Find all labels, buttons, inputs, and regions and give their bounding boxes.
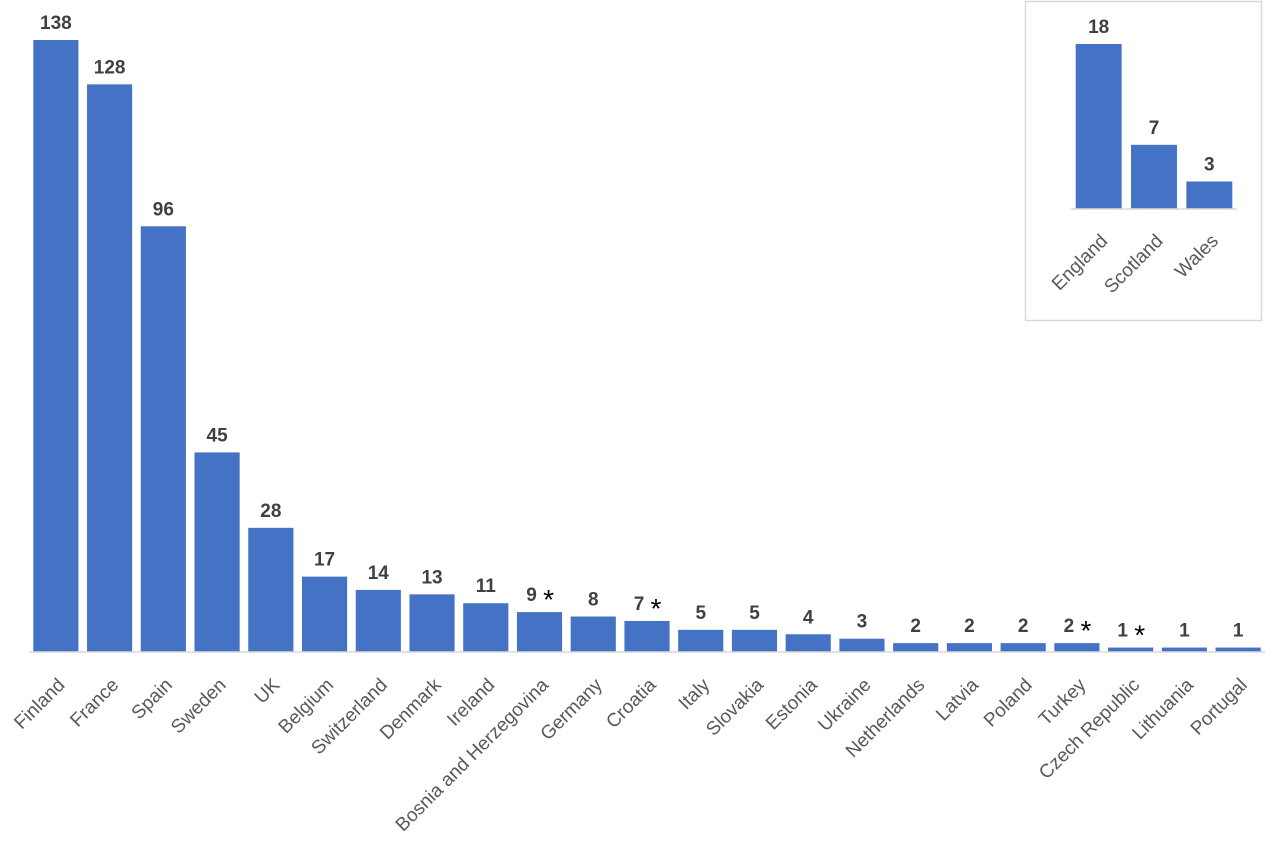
category-label-italy: Italy <box>675 674 715 714</box>
data-label-lithuania: 1 <box>1179 621 1190 642</box>
category-label-portugal: Portugal <box>1187 675 1252 740</box>
data-label-scotland: 7 <box>1149 118 1160 139</box>
data-label-ireland: 11 <box>476 576 497 597</box>
bar-scotland <box>1131 144 1177 209</box>
data-label-ukraine: 3 <box>857 612 868 633</box>
category-label-uk: UK <box>251 674 285 708</box>
category-label-latvia: Latvia <box>932 674 983 725</box>
data-label-bosnia-and-herzegovina: 9 <box>526 585 537 606</box>
bar-portugal <box>1215 647 1261 652</box>
bar-bosnia-and-herzegovina <box>516 612 563 652</box>
data-label-switzerland: 14 <box>368 563 390 584</box>
data-label-croatia: 7 <box>634 594 645 615</box>
category-label-finland: Finland <box>10 675 69 734</box>
bar-czech-republic <box>1108 647 1154 652</box>
data-label-wales: 3 <box>1204 155 1215 176</box>
category-label-france: France <box>66 675 123 732</box>
data-label-spain: 96 <box>153 199 174 220</box>
bar-france <box>87 84 133 653</box>
bar-turkey <box>1054 643 1100 652</box>
data-label-uk: 28 <box>260 501 281 522</box>
data-label-denmark: 13 <box>421 567 442 588</box>
bar-germany <box>570 616 616 652</box>
category-label-sweden: Sweden <box>167 675 230 738</box>
data-label-estonia: 4 <box>803 607 814 628</box>
data-label-netherlands: 2 <box>910 616 921 637</box>
bar-belgium <box>301 576 348 652</box>
bar-uk <box>248 527 294 652</box>
bar-croatia <box>624 620 670 652</box>
bar-sweden <box>194 452 240 652</box>
bar-estonia <box>785 634 831 652</box>
data-label-czech-republic: 1 <box>1117 621 1128 642</box>
data-label-turkey: 2 <box>1064 616 1075 637</box>
category-label-slovakia: Slovakia <box>702 674 768 740</box>
data-label-italy: 5 <box>695 603 706 624</box>
data-label-belgium: 17 <box>314 550 335 571</box>
bar-spain <box>140 226 186 652</box>
asterisk-marker-czech-republic: * <box>1134 620 1145 651</box>
asterisk-marker-bosnia-and-herzegovina: * <box>543 584 554 615</box>
bar-switzerland <box>355 589 401 652</box>
data-label-germany: 8 <box>588 590 599 611</box>
data-label-latvia: 2 <box>964 616 975 637</box>
category-label-croatia: Croatia <box>602 674 660 732</box>
data-label-slovakia: 5 <box>749 603 760 624</box>
bar-poland <box>1000 643 1046 652</box>
bar-latvia <box>946 643 992 652</box>
bar-netherlands <box>893 643 939 652</box>
bar-italy <box>678 629 724 652</box>
bar-ireland <box>463 603 509 652</box>
category-label-spain: Spain <box>128 675 177 724</box>
bar-wales <box>1186 181 1233 209</box>
data-label-poland: 2 <box>1018 616 1029 637</box>
data-label-france: 128 <box>94 57 126 78</box>
bar-lithuania <box>1161 647 1207 652</box>
data-label-portugal: 1 <box>1233 621 1244 642</box>
bar-ukraine <box>839 638 885 652</box>
category-label-poland: Poland <box>980 675 1037 732</box>
category-label-estonia: Estonia <box>762 674 822 734</box>
bar-slovakia <box>731 629 778 652</box>
data-label-finland: 138 <box>40 13 72 34</box>
asterisk-marker-croatia: * <box>651 593 662 624</box>
bar-england <box>1075 44 1122 209</box>
asterisk-marker-turkey: * <box>1080 615 1091 646</box>
bar-denmark <box>409 594 455 652</box>
data-label-sweden: 45 <box>207 425 229 446</box>
bar-finland <box>33 40 79 652</box>
data-label-england: 18 <box>1088 17 1109 38</box>
